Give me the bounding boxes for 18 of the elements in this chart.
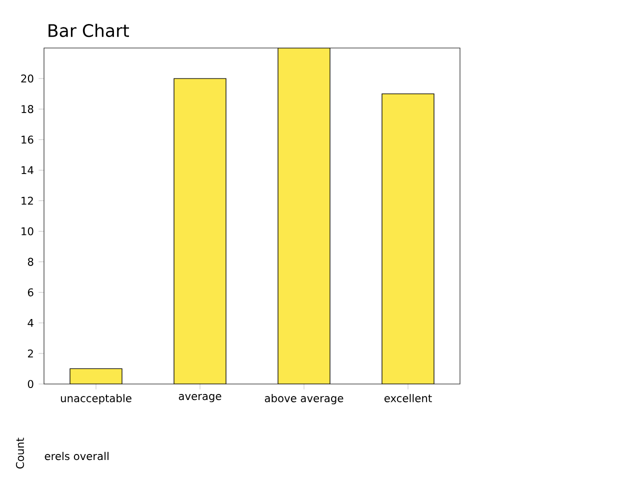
y-axis-title: Count: [16, 438, 24, 469]
x-tick-label: excellent: [384, 394, 432, 402]
y-tick-label: 2: [28, 350, 33, 358]
y-tick-label: 8: [28, 258, 34, 266]
chart-title: Bar Chart: [48, 24, 129, 38]
y-tick-label: 10: [22, 227, 34, 236]
y-tick-label: 20: [21, 74, 34, 83]
y-tick-label: 14: [22, 166, 34, 174]
y-tick-label: 16: [22, 136, 34, 144]
y-tick-label: 4: [28, 319, 34, 327]
x-tick-label: unacceptable: [60, 394, 132, 404]
y-tick-label: 12: [22, 196, 33, 205]
y-tick-label: 18: [22, 105, 34, 114]
y-tick-label: 0: [28, 380, 34, 388]
x-tick-label: average: [178, 394, 222, 402]
y-tick-label: 6: [28, 288, 34, 296]
x-axis-title: erels overall: [44, 452, 108, 460]
x-tick-label: above average: [264, 394, 344, 404]
